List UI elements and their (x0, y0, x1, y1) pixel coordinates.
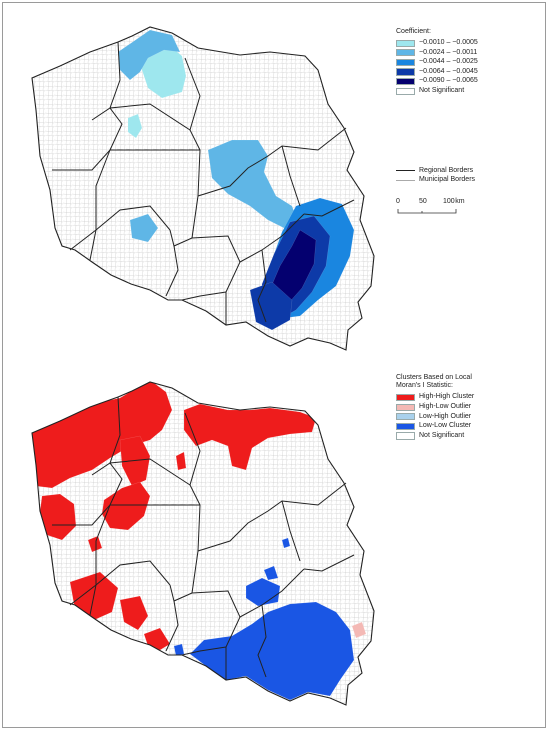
legend-label: −0.0090 – −0.0065 (419, 77, 478, 85)
national-border-bottom (31, 381, 375, 706)
ll-cluster-southeast (189, 601, 355, 701)
regional-borders-bottom (52, 396, 355, 680)
coef-area-west-small (129, 213, 159, 243)
scale-tick-50: 50 (419, 198, 427, 205)
cluster-legend-item: Low-High Outlier (396, 412, 474, 422)
legend-swatch (396, 413, 415, 421)
legend-regional-borders: Regional Borders (396, 166, 475, 176)
legend-label: −0.0044 – −0.0025 (419, 58, 478, 66)
legend-label: Low-High Outlier (419, 412, 472, 420)
municipal-borders-label: Municipal Borders (419, 176, 476, 184)
ll-cluster-center-small (281, 537, 291, 549)
border-legend: Regional Borders Municipal Borders (396, 166, 475, 185)
legend-municipal-borders: Municipal Borders (396, 176, 475, 186)
municipal-borders-top (32, 27, 374, 350)
cluster-legend-item: Not Significant (396, 431, 474, 441)
legend-label: −0.0010 – −0.0005 (419, 39, 478, 46)
legend-swatch (396, 58, 415, 66)
legend-label: Not Significant (419, 431, 465, 439)
legend-swatch (396, 394, 415, 402)
coefficient-legend-title: Coefficient: (396, 28, 431, 35)
legend-swatch (396, 403, 415, 411)
legend-swatch (396, 77, 415, 86)
coefficient-legend: Coefficient: −0.0010 – −0.0005 −0.0024 – … (396, 28, 478, 96)
national-border-top (31, 26, 375, 351)
legend-swatch (396, 49, 415, 57)
cluster-legend-title-1: Clusters Based on Local (396, 374, 472, 381)
cluster-legend: Clusters Based on Local Moran's I Statis… (396, 374, 474, 441)
legend-swatch (396, 422, 415, 430)
scale-tick-100: 100 km (443, 198, 465, 205)
legend-swatch (396, 87, 415, 95)
cluster-map (31, 381, 375, 706)
legend-swatch (396, 39, 415, 47)
hh-cluster-center-north (175, 451, 187, 471)
legend-swatch (396, 68, 415, 76)
coef-legend-item: −0.0010 – −0.0005 (396, 38, 478, 48)
coef-legend-item: −0.0024 – −0.0011 (396, 48, 478, 58)
legend-label: High-High Cluster (419, 393, 475, 401)
hh-cluster-south-2 (119, 595, 149, 631)
scale-bar: 0 50 100 km (396, 198, 476, 220)
cluster-legend-item: High-Low Outlier (396, 402, 474, 412)
cluster-legend-item: Low-Low Cluster (396, 422, 474, 432)
hh-cluster-west-small (87, 535, 103, 553)
ll-cluster-east-center (245, 577, 281, 607)
coef-area-small-north (127, 113, 143, 139)
legend-swatch (396, 432, 415, 440)
coef-legend-item: −0.0044 – −0.0025 (396, 58, 478, 68)
legend-label: −0.0024 – −0.0011 (419, 48, 478, 56)
coef-area-pomerania-mid (117, 29, 181, 81)
hl-outlier-east (351, 621, 367, 639)
cluster-legend-title-2: Moran's I Statistic: (396, 382, 453, 390)
hh-cluster-north (183, 403, 317, 471)
scale-tick-0: 0 (396, 198, 400, 205)
legend-label: High-Low Outlier (419, 403, 472, 410)
regional-border-line-icon (396, 170, 415, 172)
coef-legend-item: Not Significant (396, 86, 478, 96)
legend-label: −0.0064 – −0.0045 (419, 67, 478, 75)
legend-label: Not Significant (419, 86, 465, 94)
coef-legend-item: −0.0090 – −0.0065 (396, 77, 478, 87)
coef-legend-item: −0.0064 – −0.0045 (396, 67, 478, 77)
legend-label: Low-Low Cluster (419, 422, 472, 430)
cluster-legend-item: High-High Cluster (396, 393, 474, 403)
scale-bar-line (397, 209, 457, 214)
ll-cluster-east-small (263, 565, 279, 581)
regional-borders-top (52, 41, 355, 325)
ll-cluster-south-small (173, 643, 185, 657)
coefficient-map (31, 26, 375, 351)
municipal-border-line-icon (396, 179, 415, 181)
regional-borders-label: Regional Borders (419, 166, 474, 174)
